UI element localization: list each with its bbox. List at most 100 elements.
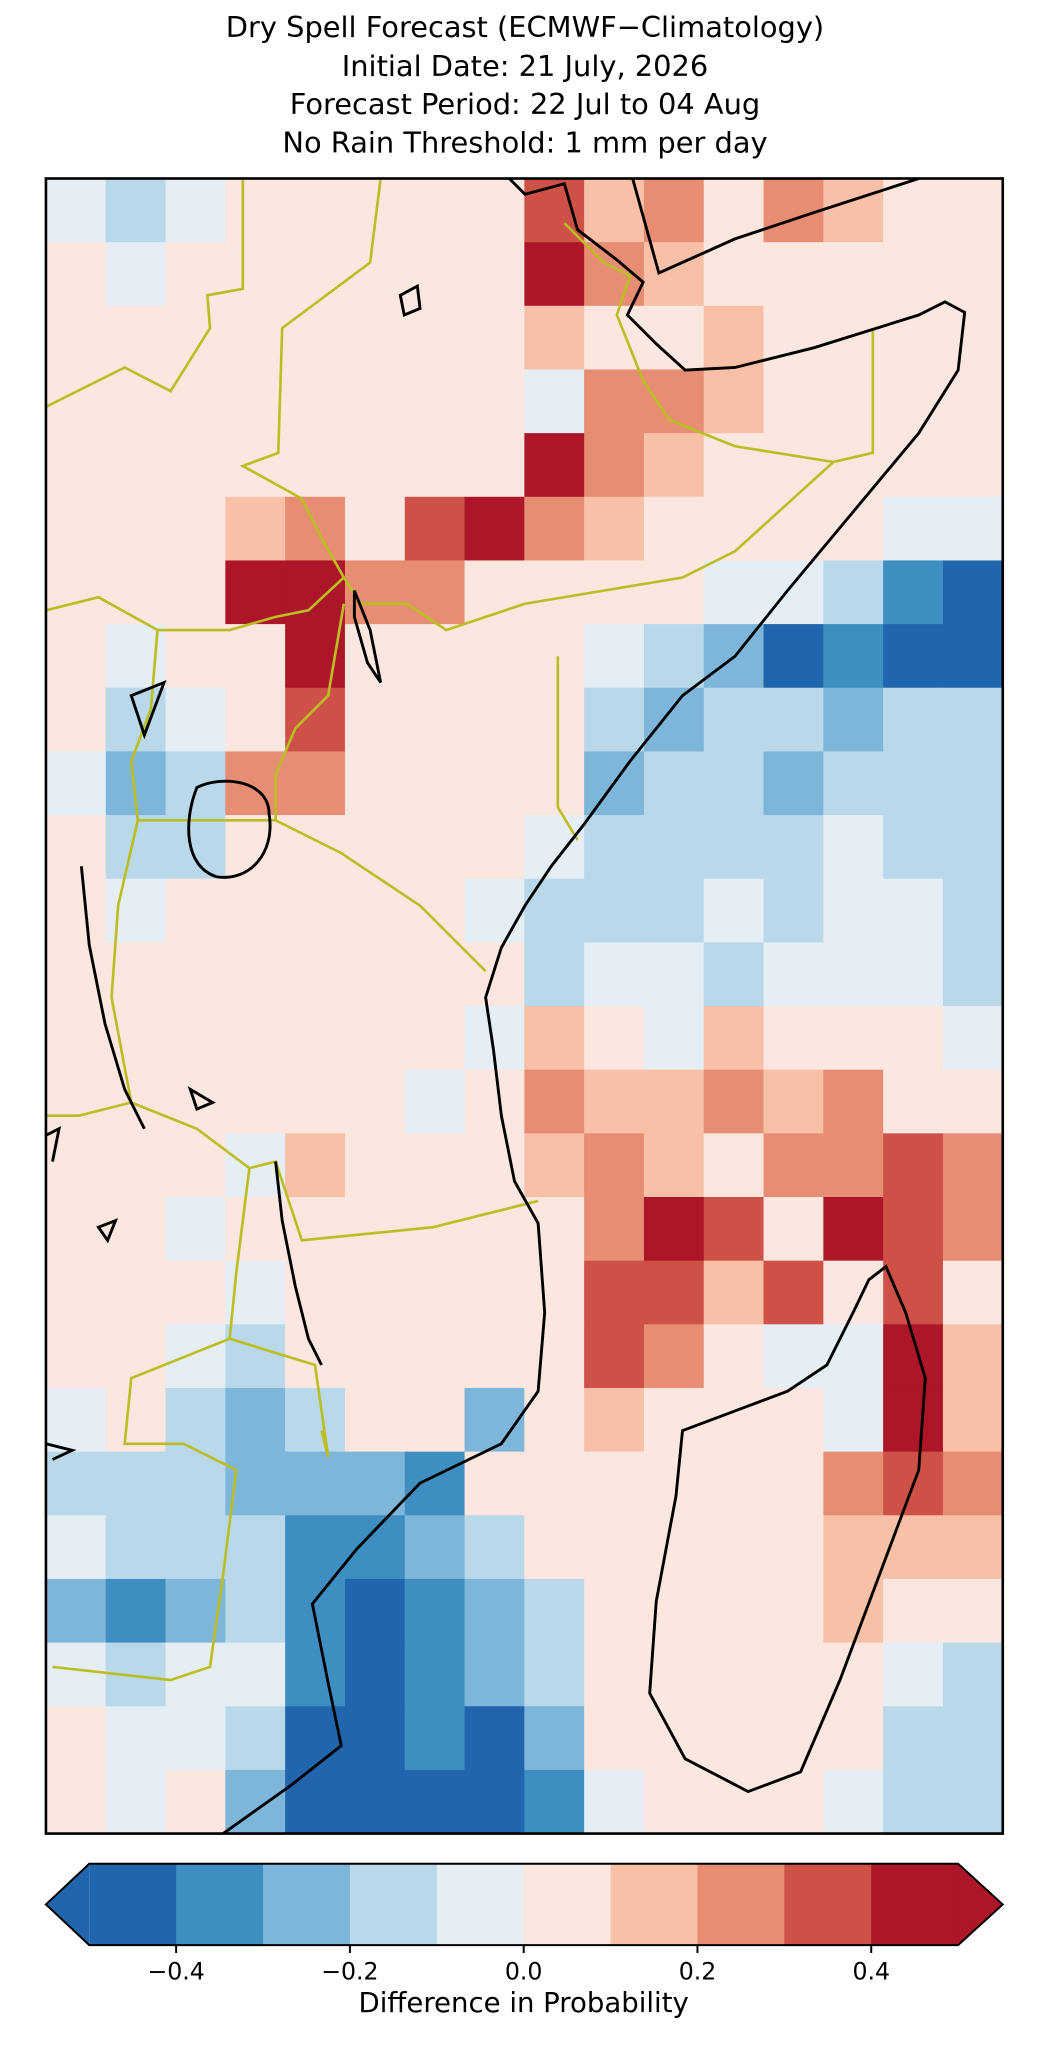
grid-cell xyxy=(464,1451,525,1516)
grid-cell xyxy=(524,1451,585,1516)
grid-cell xyxy=(524,1006,585,1071)
grid-cell xyxy=(225,1324,286,1389)
grid-cell xyxy=(165,687,226,753)
grid-cell xyxy=(165,369,226,434)
colorbar-tick-label: 0.4 xyxy=(852,1957,890,1985)
grid-cell xyxy=(165,1515,226,1580)
grid-cell xyxy=(883,1069,944,1135)
grid-cell xyxy=(404,1133,466,1198)
grid-cell xyxy=(225,1387,286,1453)
grid-cell xyxy=(942,624,1003,689)
grid-cell xyxy=(404,178,466,243)
grid-cell xyxy=(942,1642,1003,1707)
map-overlay xyxy=(45,178,967,1834)
grid-cell xyxy=(45,1387,107,1453)
grid-cell xyxy=(763,369,825,434)
grid-cell xyxy=(823,560,884,625)
colorbar-segment xyxy=(89,1863,177,1946)
grid-cell xyxy=(703,305,765,371)
grid-cell xyxy=(823,1515,884,1580)
chart-title: Dry Spell Forecast (ECMWF−Climatology) xyxy=(226,10,824,44)
grid-cell xyxy=(464,1642,525,1707)
grid-cell xyxy=(45,1578,107,1644)
grid-cell xyxy=(763,1324,825,1389)
grid-cell xyxy=(643,1515,705,1580)
grid-cell xyxy=(285,1133,346,1198)
subtitle: Initial Date: 21 July, 2026 xyxy=(342,49,708,83)
grid-cell xyxy=(285,560,346,625)
grid-cell xyxy=(464,305,525,371)
grid-cell xyxy=(105,1578,167,1644)
grid-cell xyxy=(763,1578,825,1644)
grid-cell xyxy=(225,305,286,371)
grid-cell xyxy=(105,242,167,307)
grid-cell xyxy=(464,1515,525,1580)
colorbar-segment xyxy=(349,1863,438,1946)
grid-cell xyxy=(942,242,1003,307)
grid-cell xyxy=(285,1578,346,1644)
grid-cell xyxy=(643,1260,705,1325)
grid-cell xyxy=(225,560,286,625)
grid-cell xyxy=(105,369,167,434)
grid-cell xyxy=(643,1133,705,1198)
grid-cell xyxy=(703,1451,765,1516)
grid-cell xyxy=(404,942,466,1007)
grid-cell xyxy=(584,1706,645,1771)
grid-cell xyxy=(464,1387,525,1453)
grid-cell xyxy=(225,815,286,880)
grid-cell xyxy=(404,815,466,880)
grid-cell xyxy=(643,1069,705,1135)
grid-cell xyxy=(823,1706,884,1771)
grid-cell xyxy=(703,560,765,625)
grid-cell xyxy=(524,815,585,880)
grid-cell xyxy=(285,305,346,371)
grid-cell xyxy=(524,624,585,689)
grid-cell xyxy=(285,1069,346,1135)
colorbar-outline xyxy=(44,1862,1005,1947)
grid-cell xyxy=(344,1133,406,1198)
grid-cell xyxy=(45,942,107,1007)
grid-cell xyxy=(404,1387,466,1453)
grid-cell xyxy=(823,1006,884,1071)
grid-cell xyxy=(763,1515,825,1580)
grid-cell xyxy=(165,1260,226,1325)
grid-cell xyxy=(344,1069,406,1135)
grid-cell xyxy=(763,624,825,689)
grid-cell xyxy=(823,369,884,434)
grid-cell xyxy=(823,1260,884,1325)
grid-cell xyxy=(225,433,286,498)
grid-cell xyxy=(404,624,466,689)
grid-cell xyxy=(105,305,167,371)
grid-cell xyxy=(942,178,1003,243)
grid-cell xyxy=(165,1769,226,1834)
grid-cell xyxy=(823,815,884,880)
grid-cell xyxy=(45,496,107,562)
grid-cell xyxy=(45,878,107,944)
grid-cell xyxy=(285,369,346,434)
grid-cell xyxy=(823,305,884,371)
grid-cell xyxy=(285,1769,346,1834)
coastlines xyxy=(45,178,967,1834)
grid-cell xyxy=(225,1642,286,1707)
grid-cell xyxy=(464,242,525,307)
grid-cell xyxy=(883,815,944,880)
grid-cell xyxy=(823,1069,884,1135)
grid-cell xyxy=(165,496,226,562)
grid-cell xyxy=(823,1133,884,1198)
grid-cell xyxy=(165,1451,226,1516)
colorbar-tick-label: −0.4 xyxy=(147,1957,204,1985)
grid-cell xyxy=(763,1006,825,1071)
grid-cell xyxy=(643,496,705,562)
colorbar-extend-min xyxy=(45,1863,90,1946)
grid-cell xyxy=(285,242,346,307)
grid-cell xyxy=(165,305,226,371)
grid-cell xyxy=(45,178,107,243)
grid-cell xyxy=(942,1515,1003,1580)
grid-cell xyxy=(285,1642,346,1707)
grid-cell xyxy=(45,560,107,625)
grid-cell xyxy=(643,942,705,1007)
grid-cell xyxy=(823,242,884,307)
grid-cell xyxy=(464,1260,525,1325)
grid-cell xyxy=(584,1324,645,1389)
